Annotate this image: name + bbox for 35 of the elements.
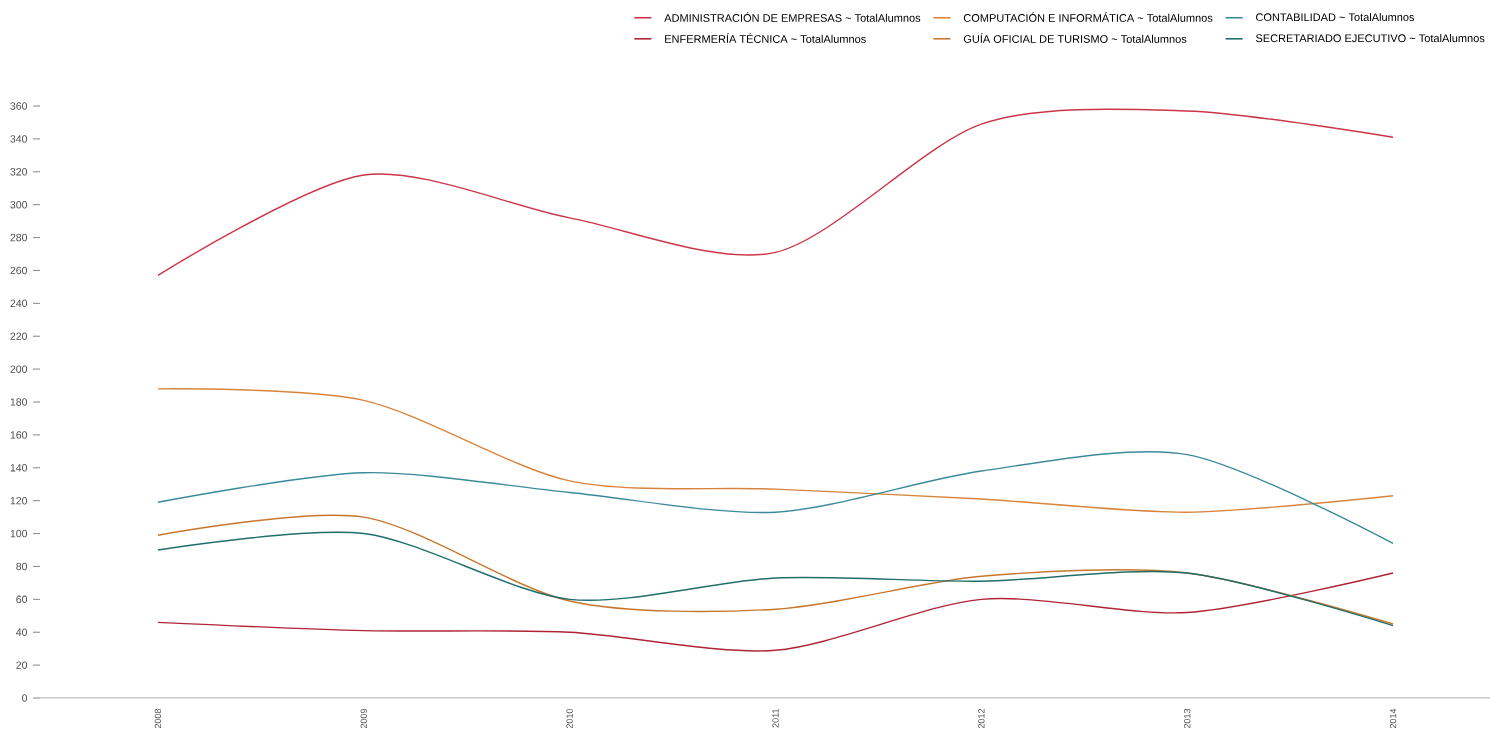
y-tick-label: 320 — [10, 168, 28, 176]
y-tick-label: 240 — [10, 299, 28, 308]
y-tick-label: 0 — [22, 694, 28, 702]
legend-label: ENFERMERÍA TÉCNICA ~ TotalAlumnos — [665, 33, 866, 43]
x-tick-label: 2008 — [154, 708, 162, 729]
y-tick-label: 180 — [10, 398, 28, 406]
x-tick-label: 2011 — [772, 708, 779, 728]
y-tick-label: 140 — [10, 464, 28, 472]
x-tick-label: 2009 — [360, 708, 367, 729]
x-tick-label: 2014 — [1389, 708, 1397, 729]
x-tick-label: 2012 — [978, 709, 985, 729]
y-tick-label: 20 — [16, 661, 28, 669]
y-tick-label: 60 — [16, 595, 28, 604]
y-tick-label: 300 — [10, 200, 28, 209]
y-tick-label: 220 — [10, 332, 28, 340]
legend-label: SECRETARIADO EJECUTIVO ~ TotalAlumnos — [1255, 34, 1485, 43]
x-tick-label: 2013 — [1184, 708, 1191, 729]
legend-label: ADMINISTRACIÓN DE EMPRESAS ~ TotalAlumnos — [664, 12, 921, 22]
y-tick-label: 100 — [10, 529, 28, 538]
y-tick-label: 80 — [16, 562, 28, 571]
line-series — [157, 531, 1394, 627]
y-tick-label: 120 — [10, 496, 28, 505]
y-tick-label: 360 — [10, 102, 28, 110]
y-tick-label: 200 — [10, 365, 28, 373]
y-tick-label: 160 — [10, 431, 28, 439]
legend-label: COMPUTACIÓN E INFORMÁTICA ~ TotalAlumnos — [963, 12, 1213, 22]
legend-label: CONTABILIDAD ~ TotalAlumnos — [1256, 13, 1415, 22]
line-series — [157, 388, 1394, 513]
y-tick-label: 40 — [16, 628, 28, 636]
y-tick-label: 260 — [10, 266, 28, 275]
y-tick-label: 340 — [10, 135, 28, 143]
y-tick-label: 280 — [10, 233, 28, 242]
legend-label: GUÍA OFICIAL DE TURISMO ~ TotalAlumnos — [963, 33, 1187, 43]
line-series — [157, 572, 1394, 652]
x-tick-label: 2010 — [566, 708, 573, 729]
